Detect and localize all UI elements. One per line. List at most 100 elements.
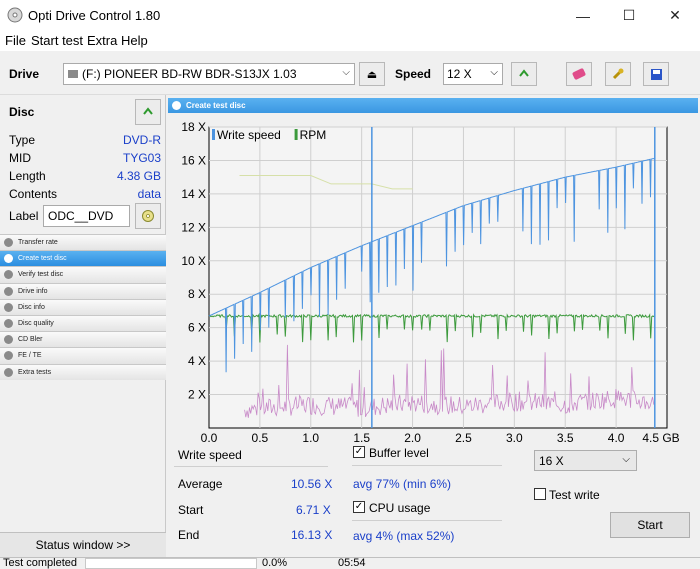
nav-disc-quality[interactable]: Disc quality [0,314,166,332]
legend-swatch [294,129,298,140]
disc-icon [4,351,13,361]
start-button[interactable]: Start [610,512,690,538]
disc-key: Contents [9,187,58,201]
close-button[interactable]: ✕ [669,7,681,23]
nav-cd-bler[interactable]: CD Bler [0,331,166,348]
test-write-checkbox[interactable] [534,488,546,500]
nav-label: Disc quality [18,320,54,328]
refresh-speed-button[interactable] [511,62,537,86]
plot-area [208,126,668,429]
disc-value: DVD-R [123,133,161,147]
y-tick-label: 12 X [181,220,206,234]
disc-icon [4,270,13,280]
menu-bar: File Start test Extra Help [0,31,700,51]
main-panel: Create test disc 2 X 4 X 6 X 8 X 10 X 12 X 14 … [166,95,700,557]
buffer-level-checkbox[interactable]: ✓ [353,446,365,458]
x-tick-label: 3.0 [506,431,523,443]
y-tick-label: 18 X [181,120,206,134]
disc-label-field[interactable]: ODC__DVD [43,205,130,227]
nav-label: Disc info [18,303,45,311]
cpu-usage-line [244,344,655,418]
drive-select-value: (F:) PIONEER BD-RW BDR-S13JX 1.03 [82,67,297,81]
disc-label-button[interactable] [135,203,161,229]
panel-title-text: Create test disc [186,101,246,110]
nav-fe-te[interactable]: FE / TE [0,347,166,364]
disc-value: TYG03 [122,151,161,165]
y-tick-label: 8 X [188,287,206,301]
chevron-down-icon: ⌵ [622,454,630,465]
menu-help[interactable]: Help [121,33,148,48]
status-bar: Test completed 0.0% 05:54 [0,557,700,569]
disc-label-key: Label [9,209,39,223]
disc-icon [172,101,181,110]
nav-label: Drive info [18,287,48,295]
save-button[interactable] [643,62,669,86]
end-label: End [178,528,200,542]
drive-select[interactable]: (F:) PIONEER BD-RW BDR-S13JX 1.03 ⌵ [63,63,355,85]
x-tick-label: 0.0 [201,431,218,443]
speed-select[interactable]: 12 X ⌵ [443,63,503,85]
menu-start-test[interactable]: Start test [31,33,84,48]
title-bar: Opti Drive Control 1.80 — ☐ ✕ [0,0,700,31]
end-value: 16.13 X [291,528,333,542]
nav-create-test-disc[interactable]: Create test disc [0,250,166,267]
disc-icon [4,319,13,329]
panel-title: Create test disc [168,98,698,113]
status-window-button[interactable]: Status window >> [0,532,166,557]
x-tick-label: 4.0 [608,431,625,443]
test-nav: Transfer rate Create test disc Verify te… [0,234,166,380]
write-speed-select-value: 16 X [539,453,564,468]
disc-icon [4,335,13,345]
write-speed-line [208,157,655,373]
ghost-speed-line [239,175,413,190]
settings-button[interactable] [605,62,631,86]
nav-verify-test-disc[interactable]: Verify test disc [0,266,166,283]
elapsed-time: 05:54 [338,557,366,569]
disc-refresh-button[interactable] [135,99,161,125]
nav-label: Transfer rate [18,239,58,247]
minimize-button[interactable]: — [576,7,590,24]
x-tick-label: 0.5 [252,431,269,443]
nav-drive-info[interactable]: Drive info [0,282,166,299]
app-icon [7,7,23,23]
nav-label: FE / TE [18,352,42,360]
x-tick-label: 1.5 [353,431,370,443]
disc-key: Type [9,133,36,147]
write-speed-chart: 2 X 4 X 6 X 8 X 10 X 12 X 14 X 16 X 18 X 0.0 0.5 1.… [181,120,679,443]
nav-label: Extra tests [18,368,52,376]
window-title: Opti Drive Control 1.80 [28,8,161,23]
rpm-line [208,312,655,343]
eject-button[interactable]: ⏏ [359,62,385,86]
disc-key: MID [9,151,31,165]
cpu-usage-checkbox[interactable]: ✓ [353,501,365,513]
y-tick-label: 4 X [188,354,206,368]
nav-label: CD Bler [18,336,43,344]
average-label: Average [178,477,223,491]
x-tick-label: 4.5 GB [642,431,679,443]
x-tick-label: 2.5 [455,431,472,443]
test-write-label: Test write [549,488,600,502]
nav-transfer-rate[interactable]: Transfer rate [0,234,166,251]
menu-file[interactable]: File [5,33,26,48]
y-tick-label: 6 X [188,321,206,335]
disc-icon [4,238,13,248]
menu-extra[interactable]: Extra [87,33,118,48]
eraser-icon [572,68,586,80]
maximize-button[interactable]: ☐ [622,7,636,23]
erase-button[interactable] [566,62,592,86]
eject-icon: ⏏ [366,68,378,81]
disc-key: Length [9,169,46,183]
label-icon [142,210,154,222]
disc-icon [4,367,13,377]
nav-disc-info[interactable]: Disc info [0,298,166,315]
disc-value: 4.38 GB [116,169,161,183]
write-speed-select[interactable]: 16 X ⌵ [534,450,637,471]
drive-toolbar: Drive (F:) PIONEER BD-RW BDR-S13JX 1.03 … [0,51,700,95]
disc-icon [4,302,13,312]
disc-icon [4,286,13,296]
average-value: 10.56 X [291,477,333,491]
floppy-icon [650,68,662,80]
nav-extra-tests[interactable]: Extra tests [0,363,166,380]
buffer-level-label: Buffer level [369,446,429,460]
legend-label: RPM [300,128,327,142]
